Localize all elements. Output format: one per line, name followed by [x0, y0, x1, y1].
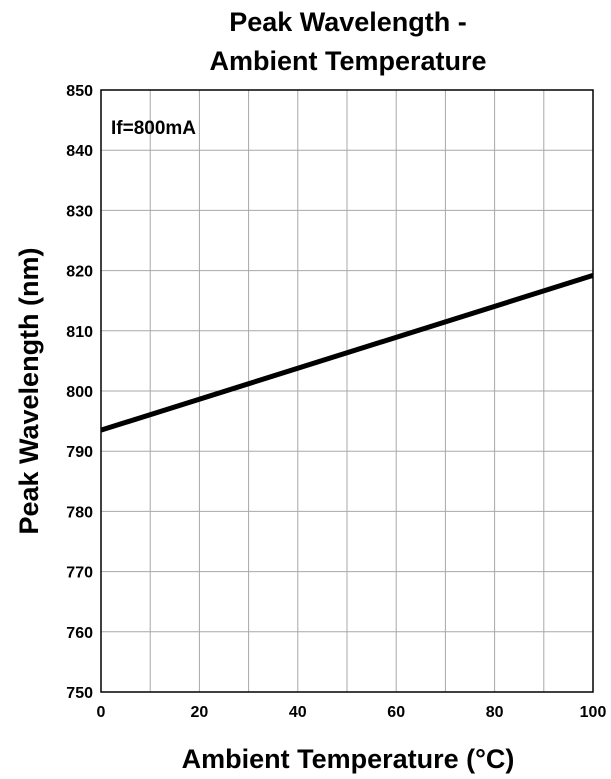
y-tick-label: 810 — [66, 324, 93, 341]
y-tick-label: 750 — [66, 685, 93, 702]
y-axis-label: Peak Wavelength (nm) — [14, 247, 44, 534]
y-tick-label: 850 — [66, 83, 93, 100]
y-tick-label: 760 — [66, 625, 93, 642]
chart-title-line-2: Ambient Temperature — [209, 46, 486, 76]
x-tick-label: 100 — [580, 704, 607, 721]
tick-labels: 0 20 40 60 80 100 750 760 770 780 790 800 810 820 830 8… — [66, 83, 606, 721]
x-tick-label: 80 — [486, 704, 504, 721]
x-tick-label: 40 — [289, 704, 307, 721]
y-tick-label: 770 — [66, 565, 93, 582]
y-tick-label: 790 — [66, 444, 93, 461]
grid — [100, 89, 594, 693]
x-axis-label: Ambient Temperature (°C) — [182, 744, 515, 774]
plot-frame — [100, 89, 594, 693]
y-tick-label: 830 — [66, 203, 93, 220]
x-tick-label: 60 — [387, 704, 405, 721]
y-tick-label: 820 — [66, 264, 93, 281]
y-tick-label: 800 — [66, 384, 93, 401]
series-layer — [100, 273, 594, 433]
y-tick-label: 780 — [66, 504, 93, 521]
series-line — [100, 273, 594, 433]
x-tick-label: 20 — [191, 704, 209, 721]
y-tick-label: 840 — [66, 143, 93, 160]
condition-annotation: If=800mA — [111, 118, 196, 139]
x-tick-label: 0 — [97, 704, 106, 721]
chart-title-line-1: Peak Wavelength - — [229, 7, 467, 37]
